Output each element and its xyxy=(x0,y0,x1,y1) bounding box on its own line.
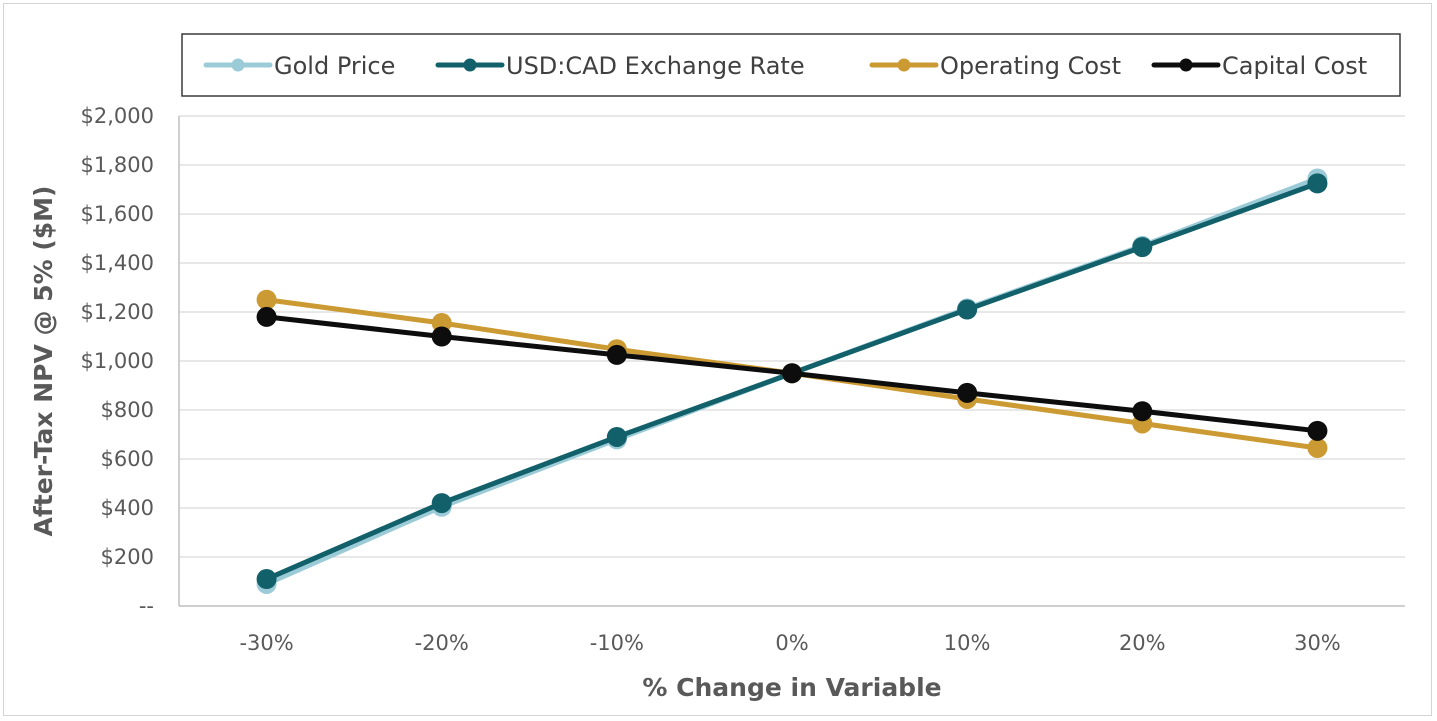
y-tick-label: $400 xyxy=(101,496,154,520)
data-point xyxy=(431,493,452,514)
legend-items: Gold Price USD:CAD Exchange Rate Operating… xyxy=(203,52,1367,80)
data-point xyxy=(256,289,277,310)
legend-label: Operating Cost xyxy=(940,52,1121,80)
y-tick-label: $1,400 xyxy=(81,251,154,275)
x-tick-label: 0% xyxy=(775,631,808,655)
x-tick-label: 10% xyxy=(944,631,991,655)
x-tick-labels: -30% -20% -10% 0% 10% 20% 30% xyxy=(239,631,1340,655)
chart-frame xyxy=(3,3,1432,716)
legend-label: Capital Cost xyxy=(1222,52,1367,80)
y-tick-label: $1,000 xyxy=(81,349,154,373)
y-tick-label: $1,800 xyxy=(81,153,154,177)
legend-swatch-marker xyxy=(231,58,245,72)
data-point xyxy=(1307,173,1328,194)
y-tick-label: $800 xyxy=(101,398,154,422)
legend-label: USD:CAD Exchange Rate xyxy=(506,52,805,80)
data-point xyxy=(957,299,978,320)
gridlines xyxy=(179,115,1405,558)
y-tick-label: $600 xyxy=(101,447,154,471)
x-tick-label: -10% xyxy=(590,631,644,655)
legend-label: Gold Price xyxy=(274,52,395,80)
series-3 xyxy=(256,306,1328,441)
y-tick-label: -- xyxy=(139,594,154,618)
series-group xyxy=(256,168,1328,594)
y-tick-label: $2,000 xyxy=(81,104,154,128)
x-axis-title: % Change in Variable xyxy=(642,673,941,702)
x-tick-label: -30% xyxy=(239,631,293,655)
data-point xyxy=(256,569,277,590)
data-point xyxy=(782,363,802,384)
data-point xyxy=(256,306,277,327)
legend-swatch-marker xyxy=(897,58,911,72)
y-tick-label: $1,600 xyxy=(81,202,154,226)
data-point xyxy=(957,382,978,403)
y-tick-labels: -- $200 $400 $600 $800 $1,000 $1,200 $1,400 $1,6… xyxy=(81,104,154,618)
y-tick-label: $1,200 xyxy=(81,300,154,324)
x-tick-label: 30% xyxy=(1294,631,1341,655)
y-axis-title: After-Tax NPV @ 5% ($M) xyxy=(29,186,58,537)
data-point xyxy=(1307,420,1328,441)
data-point xyxy=(1132,401,1153,422)
data-point xyxy=(1132,237,1153,258)
data-point xyxy=(431,326,452,347)
legend-swatch-marker xyxy=(1179,58,1193,72)
x-tick-label: 20% xyxy=(1119,631,1166,655)
legend: Gold Price USD:CAD Exchange Rate Operating… xyxy=(181,33,1401,97)
data-point xyxy=(606,426,627,447)
axes xyxy=(178,116,1405,607)
legend-swatch-marker xyxy=(463,58,477,72)
y-tick-label: $200 xyxy=(101,545,154,569)
x-tick-label: -20% xyxy=(415,631,469,655)
data-point xyxy=(1307,437,1328,458)
data-point xyxy=(606,344,627,365)
